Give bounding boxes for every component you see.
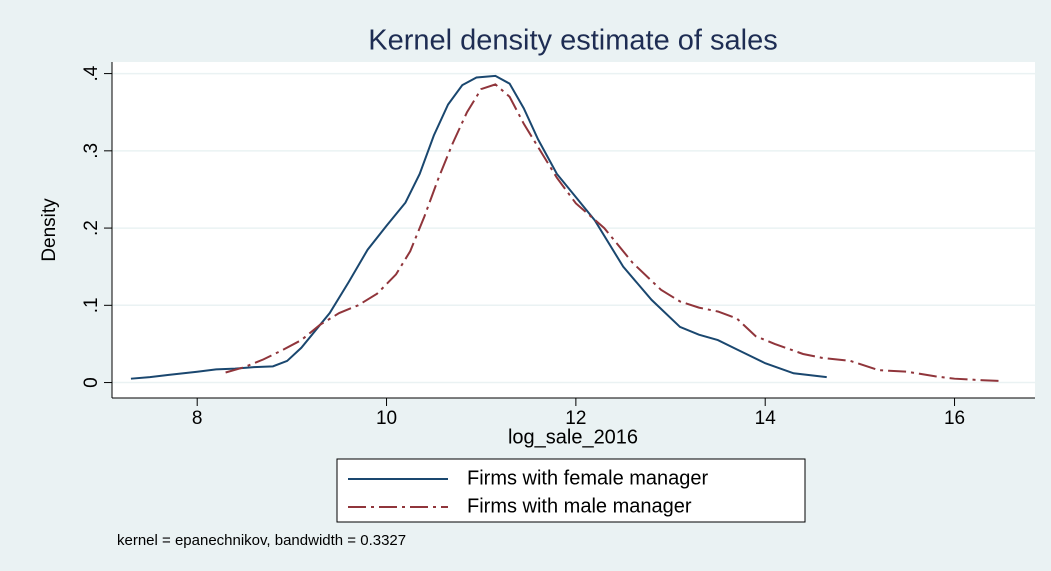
x-tick-label: 12 [565,408,586,429]
legend-box [336,458,806,523]
note: kernel = epanechnikov, bandwidth = 0.332… [117,532,406,549]
legend-label: Firms with female manager [467,467,709,489]
y-tick-label: .4 [81,65,102,81]
y-tick-label: .3 [81,143,102,159]
x-tick-label: 8 [192,408,203,429]
x-tick-label: 16 [944,408,965,429]
series-line [225,83,1002,383]
chart-title: Kernel density estimate of sales [368,25,777,57]
legend-label: Firms with male manager [467,495,692,517]
y-tick-label: .1 [81,297,102,313]
y-axis-label: Density [39,198,60,262]
y-tick-label: 0 [81,377,102,388]
series-line [130,74,827,380]
x-tick-label: 14 [755,408,777,429]
x-axis-label: log_sale_2016 [508,426,638,448]
y-tick-label: .2 [81,220,102,236]
x-tick-label: 10 [376,408,397,429]
plot-area [112,62,1035,398]
